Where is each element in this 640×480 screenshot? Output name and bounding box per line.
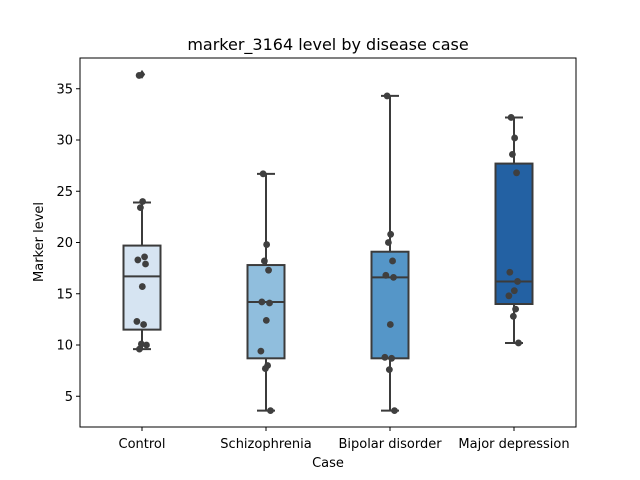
- data-point: [507, 114, 515, 121]
- x-tick-label: Major depression: [458, 437, 569, 452]
- data-point: [140, 321, 148, 328]
- data-point: [512, 305, 519, 313]
- y-tick-label: 30: [56, 134, 73, 149]
- box-schizophrenia: [246, 264, 286, 360]
- data-point: [391, 407, 398, 414]
- data-point: [257, 347, 265, 355]
- data-point: [262, 317, 270, 324]
- data-point: [135, 72, 143, 79]
- y-tick-label: 35: [56, 82, 73, 97]
- data-point: [382, 271, 390, 279]
- data-point: [510, 287, 518, 295]
- data-point: [515, 339, 522, 347]
- y-tick-label: 20: [56, 236, 73, 251]
- x-tick-label: Schizophrenia: [220, 437, 311, 452]
- data-point: [514, 278, 521, 285]
- y-tick-label: 10: [56, 339, 73, 354]
- data-point: [381, 353, 389, 361]
- x-tick-label: Control: [119, 437, 166, 452]
- data-point: [139, 198, 147, 205]
- data-point: [267, 407, 274, 414]
- chart-title: marker_3164 level by disease case: [187, 35, 468, 55]
- data-point: [388, 354, 395, 362]
- data-point: [383, 92, 391, 100]
- data-point: [261, 365, 269, 372]
- data-point: [261, 257, 268, 265]
- data-point: [386, 321, 394, 328]
- data-point: [506, 268, 514, 276]
- data-point: [137, 340, 145, 348]
- data-point: [265, 266, 272, 274]
- box-major-depression: [494, 162, 534, 305]
- data-point: [509, 312, 517, 320]
- data-point: [258, 298, 266, 306]
- y-tick-label: 15: [56, 287, 73, 302]
- data-point: [387, 230, 395, 238]
- y-axis-label: Marker level: [32, 202, 47, 282]
- data-point: [138, 283, 146, 290]
- data-point: [511, 134, 519, 142]
- y-tick-label: 5: [65, 390, 73, 405]
- data-point: [385, 239, 392, 246]
- data-point: [263, 241, 271, 248]
- data-point: [133, 318, 141, 325]
- data-point: [266, 299, 273, 307]
- data-point: [259, 170, 267, 178]
- x-tick-label: Bipolar disorder: [338, 437, 442, 452]
- x-axis-label: Case: [312, 456, 344, 471]
- data-point: [389, 257, 396, 265]
- data-point: [137, 204, 144, 212]
- data-point: [136, 345, 143, 353]
- data-point: [505, 292, 513, 300]
- data-point: [513, 169, 520, 177]
- data-point: [509, 150, 516, 158]
- data-point: [385, 366, 393, 373]
- plot-area-frame: [79, 57, 577, 428]
- y-tick-label: 25: [56, 185, 73, 200]
- data-point: [143, 341, 150, 349]
- data-point: [142, 260, 149, 268]
- data-point: [390, 273, 397, 281]
- data-point: [141, 253, 148, 261]
- data-point: [134, 256, 142, 264]
- box-bipolar-disorder: [370, 250, 410, 360]
